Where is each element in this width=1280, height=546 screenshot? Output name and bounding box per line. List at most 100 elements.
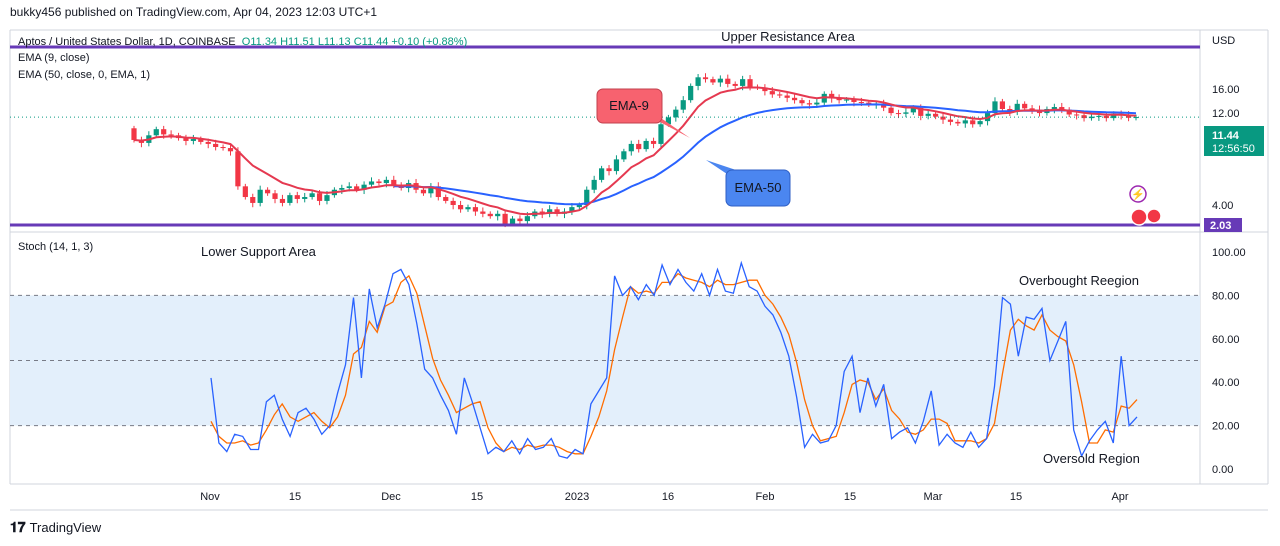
candle-body — [1074, 114, 1080, 116]
candle-body — [168, 134, 174, 136]
candle-body — [1022, 103, 1028, 109]
candle-body — [740, 79, 746, 86]
candle-body — [1029, 108, 1035, 110]
candle-body — [517, 218, 523, 222]
candle-body — [428, 186, 434, 194]
candle-body — [450, 200, 456, 205]
candle-body — [368, 181, 375, 185]
candle-body — [858, 101, 864, 103]
candle-body — [851, 99, 857, 102]
candle-body — [324, 195, 330, 201]
candle-body — [710, 79, 716, 83]
candle-body — [918, 107, 924, 116]
candle-body — [302, 197, 308, 199]
candle-body — [420, 189, 427, 194]
time-tick-label: Nov — [200, 491, 220, 503]
ema50-legend[interactable]: EMA (50, close, 0, EMA, 1) — [18, 69, 151, 81]
event-flag-icon-2[interactable] — [1146, 208, 1162, 224]
event-flag-icon-1[interactable] — [1130, 208, 1148, 226]
candle-body — [584, 189, 590, 205]
candle-body — [250, 197, 256, 203]
footer-brand-label: TradingView — [29, 520, 102, 535]
current-price-value: 11.44 — [1212, 130, 1240, 142]
stoch-k-line — [210, 260, 1138, 459]
candle-body — [591, 179, 597, 190]
candle-body — [688, 85, 694, 101]
candle-body — [791, 97, 798, 101]
candle-body — [487, 213, 493, 217]
price-tick-label: 4.00 — [1212, 200, 1233, 212]
candle-body — [881, 103, 887, 108]
candle-body — [784, 95, 790, 98]
candle-body — [457, 205, 464, 210]
candle-body — [354, 186, 360, 190]
time-tick-label: 15 — [289, 491, 301, 503]
symbol-legend[interactable]: Aptos / United States Dollar, 1D, COINBA… — [18, 36, 467, 48]
candle-body — [636, 143, 642, 150]
stoch-tick-label: 100.00 — [1212, 247, 1246, 259]
candle-body — [376, 181, 382, 184]
candle-body — [769, 91, 775, 95]
candle-body — [1051, 107, 1057, 109]
candle-body — [992, 101, 998, 114]
upper-resistance-label: Upper Resistance Area — [721, 29, 855, 44]
candle-body — [777, 94, 783, 96]
ema9-legend[interactable]: EMA (9, close) — [18, 52, 90, 64]
time-tick-label: Mar — [924, 491, 943, 503]
candle-body — [1125, 115, 1132, 118]
stoch-tick-label: 40.00 — [1212, 377, 1240, 389]
lower-support-label: Lower Support Area — [201, 244, 317, 259]
candle-body — [606, 168, 612, 172]
candle-body — [265, 189, 271, 194]
candle-body — [183, 138, 189, 141]
candle-body — [999, 101, 1005, 109]
candle-body — [695, 77, 701, 86]
candle-body — [339, 188, 345, 190]
candle-body — [495, 213, 501, 217]
candle-body — [509, 218, 516, 224]
candle-body — [309, 193, 315, 198]
time-tick-label: Dec — [381, 491, 401, 503]
stoch-tick-label: 80.00 — [1212, 290, 1240, 302]
candle-body — [702, 77, 709, 80]
candle-body — [903, 112, 909, 114]
footer-brand[interactable]: 𝟏𝟕 TradingView — [10, 519, 101, 536]
candle-body — [650, 140, 657, 144]
ema50-callout: EMA-50 — [706, 160, 791, 207]
candle-body — [554, 209, 560, 214]
candle-body — [443, 197, 449, 201]
candle-body — [1014, 103, 1020, 112]
event-bolt-icon[interactable] — [1129, 185, 1147, 203]
candle-body — [947, 119, 954, 122]
candle-body — [1066, 109, 1072, 115]
candle-body — [1081, 115, 1087, 119]
candle-body — [131, 128, 137, 140]
candle-body — [1096, 115, 1102, 117]
time-tick-label: Apr — [1111, 491, 1128, 503]
price-tick-label: 16.00 — [1212, 84, 1240, 96]
candle-body — [569, 207, 575, 212]
candle-body — [198, 139, 204, 142]
candle-body — [391, 179, 397, 185]
ema9-line — [133, 86, 1137, 216]
candle-body — [955, 121, 961, 124]
currency-label: USD — [1212, 35, 1235, 47]
candle-body — [732, 83, 738, 86]
candle-body — [190, 139, 196, 141]
candle-body — [205, 141, 211, 144]
candle-body — [287, 195, 293, 203]
candle-body — [1133, 117, 1139, 119]
candle-body — [725, 78, 731, 84]
stoch-legend[interactable]: Stoch (14, 1, 3) — [18, 241, 94, 253]
ema50-line — [393, 103, 1137, 206]
candle-body — [547, 209, 553, 214]
candle-body — [383, 179, 389, 184]
stoch-tick-label: 60.00 — [1212, 334, 1240, 346]
ema9-callout: EMA-9 — [596, 88, 690, 138]
candle-body — [680, 100, 686, 110]
candle-body — [435, 186, 441, 198]
candle-body — [962, 120, 968, 124]
candle-body — [1111, 113, 1117, 119]
candle-body — [1088, 116, 1095, 119]
